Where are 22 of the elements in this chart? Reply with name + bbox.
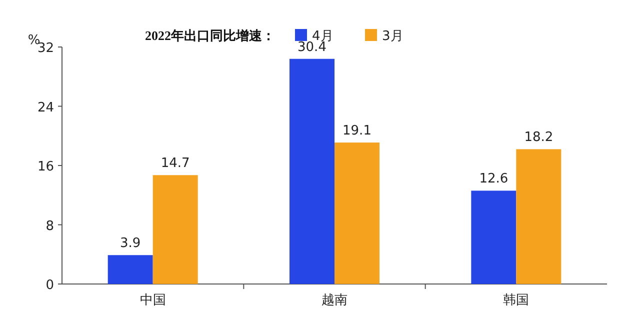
y-axis-title: % — [28, 33, 40, 48]
x-tick-label: 韩国 — [503, 293, 530, 308]
y-tick-label: 0 — [46, 278, 54, 293]
bar — [334, 142, 380, 284]
x-tick-label: 越南 — [322, 293, 348, 308]
bar — [471, 190, 516, 284]
bar — [152, 175, 198, 284]
legend-label: 3月 — [382, 29, 404, 44]
data-label: 18.2 — [524, 130, 554, 146]
bar — [290, 58, 334, 284]
data-label: 3.9 — [120, 236, 141, 252]
chart-title: 2022年出口同比增速： — [145, 28, 275, 43]
y-tick-label: 24 — [37, 100, 54, 116]
data-label: 12.6 — [479, 172, 508, 187]
y-tick-label: 8 — [46, 218, 54, 234]
x-tick-label: 中国 — [140, 293, 166, 308]
data-label: 19.1 — [342, 124, 372, 139]
bar — [108, 255, 153, 284]
bar — [516, 149, 562, 284]
data-label: 14.7 — [160, 156, 190, 172]
data-label: 30.4 — [298, 40, 326, 55]
y-tick-label: 16 — [37, 160, 54, 174]
